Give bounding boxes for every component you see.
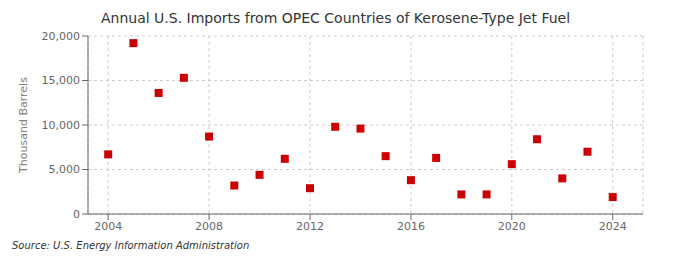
- svg-text:2016: 2016: [397, 220, 425, 233]
- svg-text:5,000: 5,000: [49, 163, 81, 176]
- svg-text:10,000: 10,000: [42, 119, 81, 132]
- svg-text:2024: 2024: [599, 220, 627, 233]
- svg-text:15,000: 15,000: [42, 74, 81, 87]
- svg-text:2008: 2008: [195, 220, 223, 233]
- svg-text:2020: 2020: [498, 220, 526, 233]
- svg-text:2012: 2012: [296, 220, 324, 233]
- svg-text:2004: 2004: [94, 220, 122, 233]
- svg-text:0: 0: [73, 208, 80, 221]
- svg-text:Thousand Barrels: Thousand Barrels: [17, 77, 30, 174]
- html-text:Annual U.S. Imports from OPEC: Annual U.S. Imports from OPEC Countries …: [100, 10, 571, 26]
- html-text:Source: U.S. Energy Informatio: Source: U.S. Energy Information Administ…: [12, 240, 250, 251]
- svg-text:20,000: 20,000: [42, 30, 81, 43]
